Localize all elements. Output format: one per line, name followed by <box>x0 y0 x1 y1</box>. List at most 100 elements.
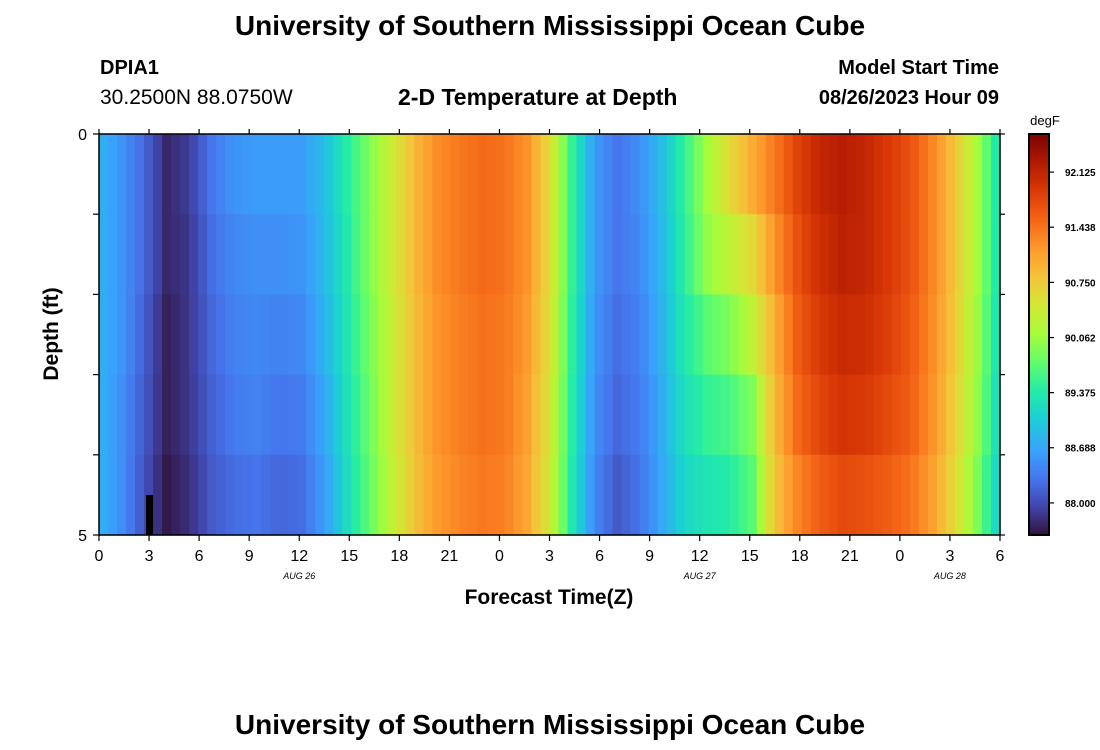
heatmap-cell <box>108 454 118 536</box>
heatmap-cell <box>342 294 352 376</box>
colorbar-tick-label: 88.000 <box>1065 499 1096 510</box>
heatmap-cell <box>477 454 488 536</box>
heatmap-cell <box>252 214 262 295</box>
heatmap-cell <box>540 454 551 536</box>
heatmap-cell <box>99 374 109 456</box>
heatmap-cell <box>504 294 515 376</box>
heatmap-cell <box>225 214 235 295</box>
heatmap-cell <box>720 294 731 376</box>
heatmap-cell <box>837 214 848 295</box>
heatmap-cell <box>432 454 442 536</box>
heatmap-cell <box>882 374 893 456</box>
heatmap-cell <box>423 374 433 456</box>
heatmap-cell <box>657 374 668 456</box>
heatmap-cell <box>189 454 199 536</box>
x-tick-label: 18 <box>791 548 809 565</box>
heatmap-cell <box>576 374 587 456</box>
heatmap-cell <box>153 214 163 295</box>
heatmap-cell <box>675 454 686 536</box>
model-start-time: 08/26/2023 Hour 09 <box>818 87 999 109</box>
heatmap-cell <box>729 454 740 536</box>
heatmap-cell <box>423 294 433 376</box>
temperature-depth-chart: 0 3 6 9 12 15 18 21 0 3 6 9 12 15 18 21 0 3 6 05 AUG 26 AUG… <box>40 113 1096 609</box>
heatmap-cell <box>414 454 424 536</box>
heatmap-cell <box>369 454 379 536</box>
heatmap-cell <box>279 374 289 456</box>
heatmap-cell <box>252 294 262 376</box>
x-tick-label: 9 <box>645 548 654 565</box>
heatmap-cell <box>126 374 136 456</box>
colorbar-tick-label: 88.688 <box>1065 444 1096 455</box>
heatmap-cell <box>162 454 172 536</box>
heatmap-cell <box>576 134 587 215</box>
heatmap-cell <box>378 294 388 376</box>
heatmap-cell <box>936 454 947 536</box>
heatmap-cell <box>378 454 388 536</box>
heatmap-cell <box>360 294 370 376</box>
heatmap-cell <box>432 294 442 376</box>
heatmap-cell <box>243 374 253 456</box>
heatmap-cell <box>414 294 424 376</box>
heatmap-cell <box>495 134 506 215</box>
heatmap-cell <box>945 374 956 456</box>
heatmap-cell <box>747 294 758 376</box>
heatmap-cell <box>99 214 109 295</box>
heatmap-cell <box>855 294 866 376</box>
heatmap-cell <box>189 214 199 295</box>
heatmap-cell <box>729 374 740 456</box>
heatmap-cell <box>567 374 578 456</box>
heatmap-cell <box>513 374 524 456</box>
heatmap-cell <box>990 294 1001 376</box>
heatmap-cell <box>846 294 857 376</box>
heatmap-cell <box>243 454 253 536</box>
heatmap-cell <box>405 294 415 376</box>
heatmap-cell <box>873 454 884 536</box>
heatmap-cell <box>882 294 893 376</box>
heatmap-cell <box>207 294 217 376</box>
heatmap-cell <box>153 134 163 215</box>
heatmap-cell <box>585 294 596 376</box>
heatmap-cell <box>342 214 352 295</box>
date-labels: AUG 26 AUG 27 AUG 28 <box>282 571 966 581</box>
heatmap-cell <box>171 214 181 295</box>
heatmap-cell <box>189 294 199 376</box>
heatmap-cell <box>882 454 893 536</box>
heatmap-cell <box>243 294 253 376</box>
heatmap-cell <box>162 374 172 456</box>
heatmap-cell <box>135 454 145 536</box>
heatmap-cell <box>324 214 334 295</box>
heatmap-cell <box>720 374 731 456</box>
heatmap-cell <box>513 294 524 376</box>
heatmap-cell <box>792 374 803 456</box>
heatmap-cell <box>837 374 848 456</box>
heatmap-cell <box>117 294 127 376</box>
x-tick-label: 21 <box>841 548 859 565</box>
heatmap-cell <box>540 214 551 295</box>
heatmap-cell <box>468 454 479 536</box>
heatmap-cell <box>891 294 902 376</box>
heatmap-cell <box>342 454 352 536</box>
heatmap-cell <box>612 374 623 456</box>
heatmap-cell <box>909 214 920 295</box>
heatmap-cell <box>747 454 758 536</box>
heatmap-cell <box>423 214 433 295</box>
heatmap-cell <box>747 134 758 215</box>
heatmap-cell <box>909 294 920 376</box>
heatmap-cell <box>972 134 983 215</box>
heatmap-cell <box>324 294 334 376</box>
x-tick-label: 3 <box>945 548 954 565</box>
heatmap-cell <box>261 294 271 376</box>
heatmap-cell <box>369 134 379 215</box>
heatmap-cell <box>468 134 479 215</box>
chart-title-bottom: University of Southern Mississippi Ocean… <box>234 709 866 740</box>
heatmap-cell <box>450 374 460 456</box>
heatmap-cell <box>135 294 145 376</box>
heatmap-cell <box>810 134 821 215</box>
heatmap-cell <box>333 454 343 536</box>
heatmap-cell <box>144 374 154 456</box>
heatmap-cell <box>315 294 325 376</box>
heatmap-cell <box>378 374 388 456</box>
heatmap-cell <box>801 134 812 215</box>
heatmap-cell <box>153 374 163 456</box>
heatmap-cell <box>225 134 235 215</box>
